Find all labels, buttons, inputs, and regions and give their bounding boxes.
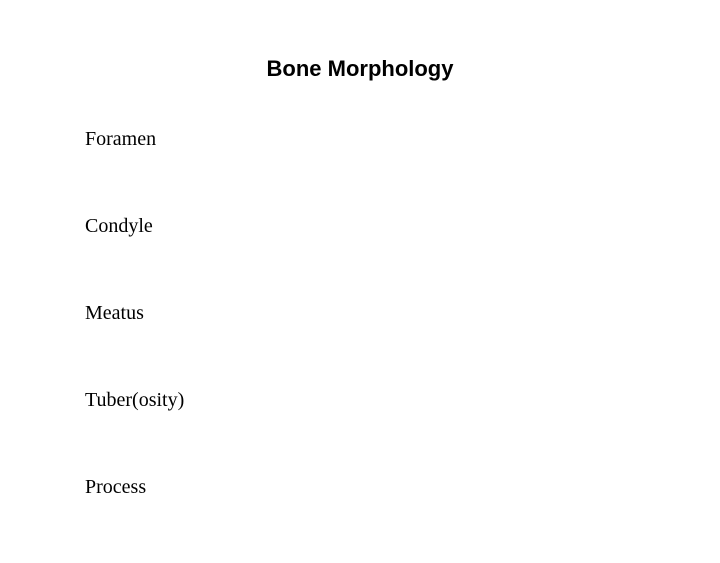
term-item: Condyle: [85, 215, 184, 238]
page-title: Bone Morphology: [0, 56, 720, 82]
term-item: Process: [85, 476, 184, 499]
term-item: Meatus: [85, 302, 184, 325]
terms-list: Foramen Condyle Meatus Tuber(osity) Proc…: [85, 128, 184, 563]
term-item: Foramen: [85, 128, 184, 151]
term-item: Tuber(osity): [85, 389, 184, 412]
